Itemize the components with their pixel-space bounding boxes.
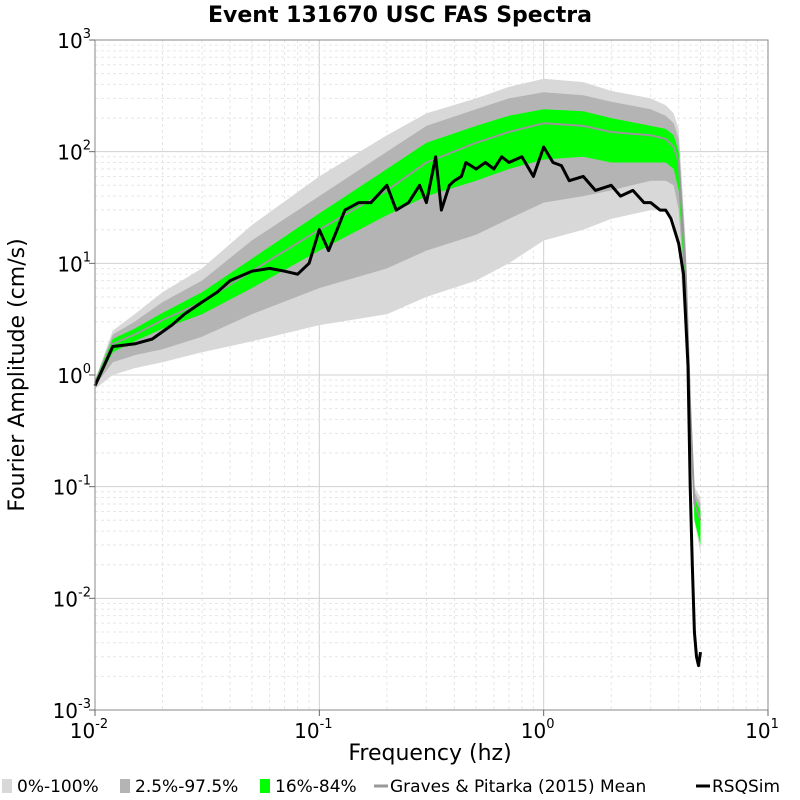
legend-label: 16%-84% — [275, 777, 357, 797]
legend-label: RSQSim — [712, 777, 780, 797]
legend-swatch — [120, 779, 130, 793]
series-line-gp2015-mean — [94, 122, 702, 521]
legend-swatch — [260, 779, 270, 793]
y-axis-ticks: 10-3 10-2 10-1 100 101 102 103 — [53, 27, 95, 723]
y-tick-label: 10-3 — [53, 697, 91, 723]
series-line-rsqsim — [93, 145, 702, 668]
legend-swatch — [2, 779, 12, 793]
legend-label: Graves & Pitarka (2015) Mean — [390, 777, 646, 797]
chart-title: Event 131670 USC FAS Spectra — [208, 3, 592, 28]
y-tick-label: 102 — [57, 139, 91, 165]
y-tick-label: 100 — [57, 362, 91, 388]
y-axis-label: Fourier Amplitude (cm/s) — [5, 238, 30, 511]
y-tick-label: 101 — [57, 250, 91, 276]
series-lines — [93, 122, 702, 668]
y-tick-label: 10-2 — [53, 585, 91, 611]
x-tick-label: 100 — [521, 717, 555, 743]
x-tick-label: 10-1 — [294, 717, 332, 743]
x-tick-label: 101 — [745, 717, 779, 743]
legend-label: 2.5%-97.5% — [135, 777, 238, 797]
x-tick-label: 10-2 — [70, 717, 108, 743]
y-tick-label: 103 — [57, 27, 91, 53]
x-axis-ticks: 10-2 10-1 100 101 — [70, 710, 779, 743]
legend-label: 0%-100% — [17, 777, 99, 797]
legend: 0%-100% 2.5%-97.5% 16%-84% Graves & Pitarka… — [2, 777, 780, 797]
band-2 — [95, 109, 701, 546]
y-tick-label: 10-1 — [53, 474, 91, 500]
x-axis-label: Frequency (hz) — [348, 741, 511, 766]
